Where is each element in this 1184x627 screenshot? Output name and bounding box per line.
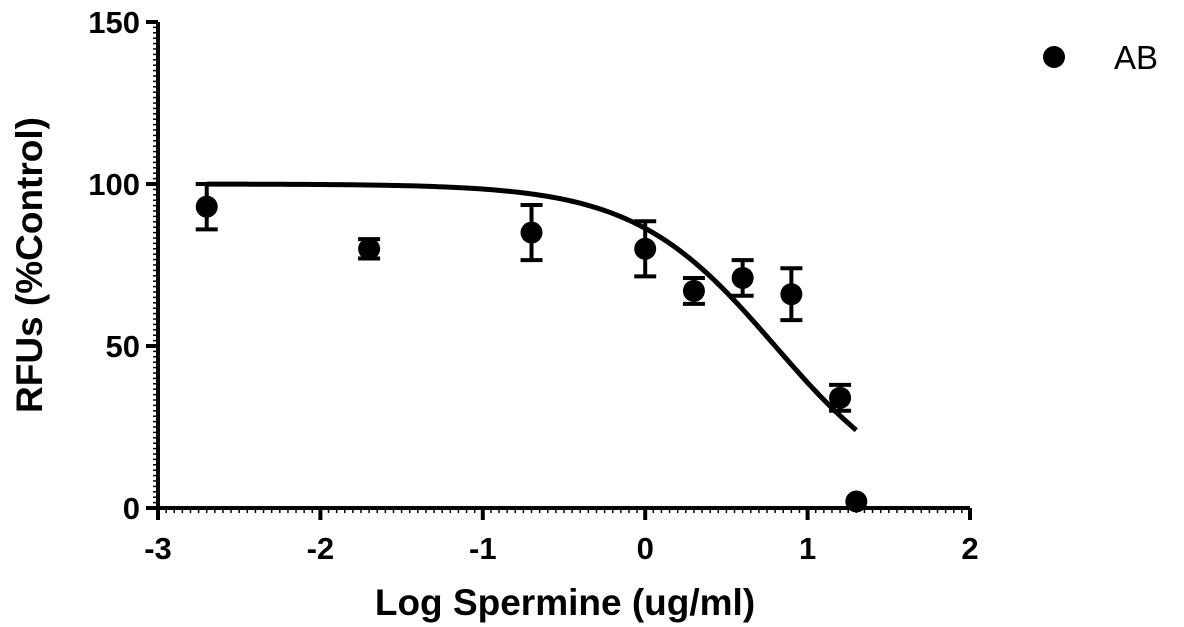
y-tick-label: 100 [88,167,140,202]
x-axis-title: Log Spermine (ug/ml) [375,582,755,623]
fit-curve [206,181,858,433]
legend-marker-ab [1043,46,1065,68]
y-axis-title: RFUs (%Control) [9,117,50,413]
fit-curve-layer [206,181,858,433]
data-point [195,195,218,218]
data-point [520,221,543,244]
y-tick-label: 0 [123,491,140,526]
x-tick-label: 0 [637,531,654,566]
data-point [845,490,868,513]
data-point [358,237,381,260]
data-point [731,266,754,289]
x-tick-label: -1 [469,531,497,566]
data-point [780,283,803,306]
x-tick-label: -2 [307,531,335,566]
legend-label-ab: AB [1114,39,1158,76]
x-ticks: -3 -2 -1 0 1 2 [144,508,979,566]
y-tick-label: 50 [106,329,140,364]
data-point [634,237,657,260]
data-points [195,195,868,513]
x-tick-label: 1 [799,531,816,566]
error-bars [195,182,852,413]
minor-ticks [153,26,963,513]
y-ticks: 0 50 100 150 [88,5,158,526]
x-tick-label: -3 [144,531,172,566]
y-tick-label: 150 [88,5,140,40]
data-point [829,386,852,409]
legend: AB [1043,39,1158,76]
x-tick-label: 2 [961,531,978,566]
data-point [682,279,705,302]
